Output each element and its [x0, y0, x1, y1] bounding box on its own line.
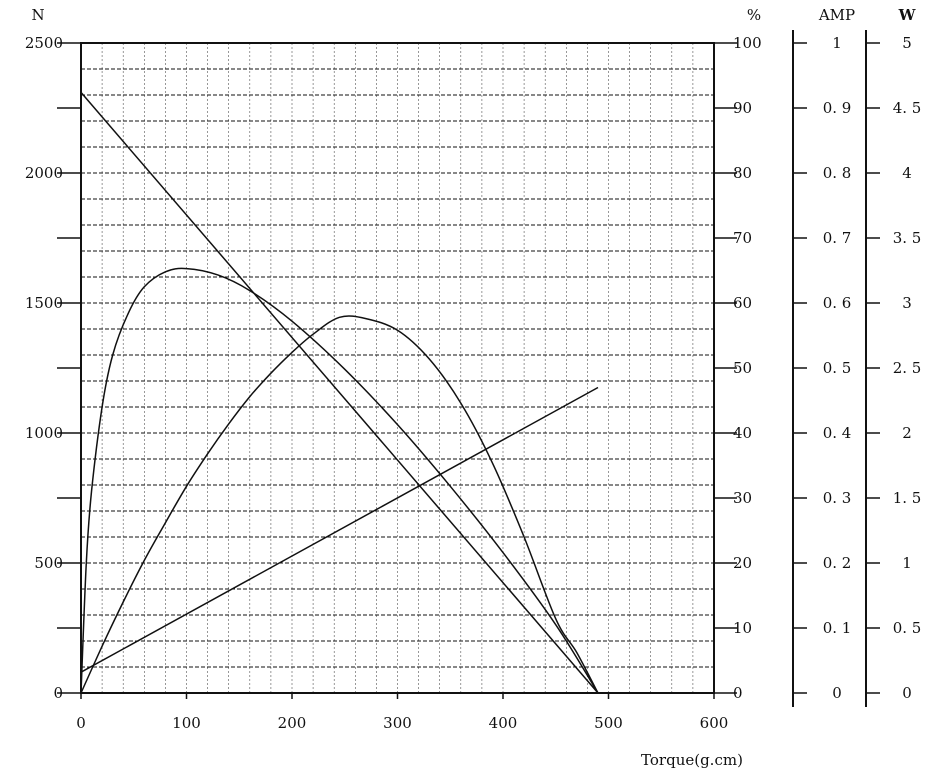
amp-axis-tick-label: 0. 3 — [823, 489, 852, 507]
amp-axis-tick-label: 0. 2 — [823, 554, 852, 572]
amp-axis-tick-label: 0. 9 — [823, 99, 852, 117]
x-axis-tick-label: 200 — [278, 714, 307, 732]
amp-axis-tick-label: 1 — [832, 34, 842, 52]
w-axis-tick-label: 4 — [902, 164, 912, 182]
w-axis-tick-label: 5 — [902, 34, 912, 52]
pct-axis-tick-label: 60 — [733, 294, 752, 312]
n-axis-label: N — [31, 6, 44, 24]
amp-axis-tick-label: 0. 6 — [823, 294, 852, 312]
amp-axis-tick-label: 0. 7 — [823, 229, 852, 247]
pct-axis-tick-label: 50 — [733, 359, 752, 377]
pct-axis-label: % — [747, 6, 761, 24]
amp-axis-tick-label: 0 — [832, 684, 842, 702]
x-axis-tick-label: 0 — [76, 714, 86, 732]
n-axis-tick-label: 0 — [53, 684, 63, 702]
n-axis-tick-label: 1000 — [25, 424, 63, 442]
amp-axis-tick-label: 0. 4 — [823, 424, 852, 442]
w-axis-tick-label: 4. 5 — [893, 99, 922, 117]
w-axis-tick-label: 3. 5 — [893, 229, 922, 247]
pct-axis-tick-label: 40 — [733, 424, 752, 442]
x-axis-tick-label: 100 — [172, 714, 201, 732]
current-curve — [80, 386, 599, 673]
n-axis-tick-label: 500 — [34, 554, 63, 572]
n-axis-tick-label: 1500 — [25, 294, 63, 312]
n-axis-tick-label: 2500 — [25, 34, 63, 52]
w-axis-label: W — [898, 6, 917, 24]
pct-axis-tick-label: 0 — [733, 684, 743, 702]
w-axis-tick-label: 1 — [902, 554, 912, 572]
amp-axis-tick-label: 0. 1 — [823, 619, 852, 637]
pct-axis-tick-label: 90 — [733, 99, 752, 117]
amp-axis-label: AMP — [818, 6, 855, 24]
w-axis-tick-label: 3 — [902, 294, 912, 312]
x-axis-tick-label: 300 — [383, 714, 412, 732]
x-axis-label: Torque(g.cm) — [641, 751, 743, 769]
w-axis-tick-label: 0. 5 — [893, 619, 922, 637]
speed-curve — [80, 91, 599, 694]
power-curve — [80, 315, 599, 694]
x-axis-tick-label: 500 — [594, 714, 623, 732]
efficiency-curve — [80, 267, 599, 694]
x-axis-tick-label: 400 — [489, 714, 518, 732]
pct-axis-tick-label: 80 — [733, 164, 752, 182]
w-axis-tick-label: 1. 5 — [893, 489, 922, 507]
chart-axes — [57, 30, 880, 707]
chart-curves — [80, 91, 599, 694]
amp-axis-tick-label: 0. 5 — [823, 359, 852, 377]
n-axis-tick-label: 2000 — [25, 164, 63, 182]
chart-text: 05001000150020002500N0102030405060708090… — [25, 6, 922, 769]
pct-axis-tick-label: 70 — [733, 229, 752, 247]
pct-axis-tick-label: 20 — [733, 554, 752, 572]
pct-axis-tick-label: 100 — [733, 34, 762, 52]
w-axis-tick-label: 2. 5 — [893, 359, 922, 377]
pct-axis-tick-label: 30 — [733, 489, 752, 507]
pct-axis-tick-label: 10 — [733, 619, 752, 637]
chart-grid — [81, 43, 714, 693]
x-axis-tick-label: 600 — [700, 714, 729, 732]
amp-axis-tick-label: 0. 8 — [823, 164, 852, 182]
w-axis-tick-label: 0 — [902, 684, 912, 702]
w-axis-tick-label: 2 — [902, 424, 912, 442]
